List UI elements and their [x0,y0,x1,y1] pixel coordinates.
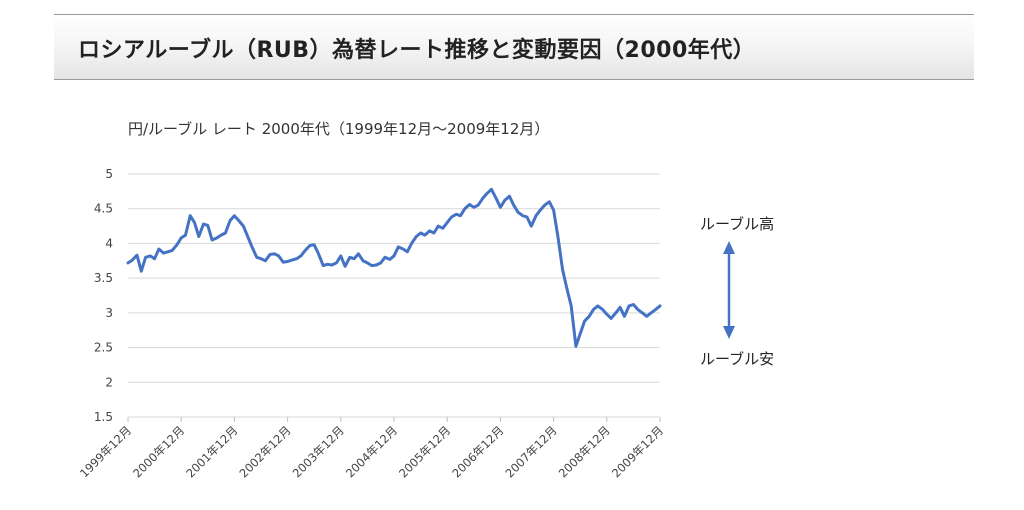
page-title: ロシアルーブル（RUB）為替レート推移と変動要因（2000年代） [78,38,756,63]
direction-arrow [723,241,735,339]
x-tick-label: 2003年12月 [290,423,347,480]
grid-lines [128,173,660,418]
y-axis-ticks: 5 4.5 4 3.5 3 2.5 2 1.5 [94,167,113,424]
x-tick-label: 2009年12月 [609,423,666,480]
x-tick-label: 2006年12月 [449,423,506,480]
arrow-up-head-icon [723,241,735,254]
y-tick-label: 2 [105,375,113,389]
chart-title: 円/ルーブル レート 2000年代（1999年12月～2009年12月） [128,120,550,138]
x-tick-label: 1999年12月 [77,423,134,480]
page-header: ロシアルーブル（RUB）為替レート推移と変動要因（2000年代） [54,14,974,80]
y-tick-label: 2.5 [94,341,113,355]
y-tick-label: 4 [105,236,113,250]
y-tick-label: 3 [105,306,113,320]
x-tick-label: 2007年12月 [503,423,560,480]
x-tick-label: 2001年12月 [183,423,240,480]
y-tick-label: 5 [105,167,113,181]
x-tick-label: 2000年12月 [130,423,187,480]
x-tick-label: 2004年12月 [343,423,400,480]
arrow-down-head-icon [723,326,735,339]
x-tick-label: 2005年12月 [396,423,453,480]
annotation-ruble-low: ルーブル安 [700,350,775,368]
y-tick-label: 4.5 [94,202,113,216]
y-tick-label: 1.5 [94,410,113,424]
x-axis-ticks: 1999年12月2000年12月2001年12月2002年12月2003年12月… [77,417,666,480]
y-tick-label: 3.5 [94,271,113,285]
x-tick-label: 2002年12月 [237,423,294,480]
series-line [126,187,662,348]
annotation-ruble-high: ルーブル高 [700,215,775,233]
x-tick-label: 2008年12月 [556,423,613,480]
